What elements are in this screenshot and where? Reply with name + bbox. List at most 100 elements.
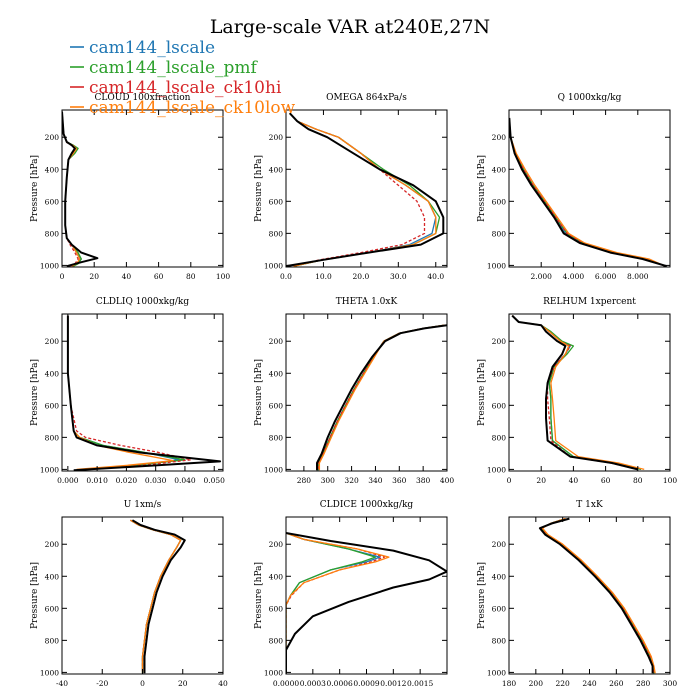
y-tick-label: 400	[492, 369, 507, 378]
panel-9: 180 200 220 240 260 280 300 200 400 600 800 1000 T 1…	[477, 500, 677, 688]
series-group	[509, 117, 668, 267]
panel-title: T 1xK	[576, 500, 603, 510]
x-tick-label: 0.000	[57, 476, 79, 485]
y-tick-label: 600	[492, 401, 507, 410]
panel-title: RELHUM 1xpercent	[543, 297, 636, 307]
y-tick-label: 600	[269, 604, 284, 613]
y-tick-label: 800	[45, 229, 60, 238]
legend-item: cam144_lscale_ck10hi	[70, 78, 282, 98]
series-group	[538, 517, 656, 674]
y-tick-label: 400	[45, 369, 60, 378]
plot-frame	[285, 313, 448, 472]
x-tick-label: 0.020	[116, 476, 138, 485]
legend-item: cam144_lscale_pmf	[70, 58, 259, 78]
x-tick-label: 20	[89, 272, 99, 281]
y-tick-label: 1000	[40, 465, 59, 474]
series-line-reference	[511, 314, 639, 471]
x-tick-label: 40	[122, 272, 132, 281]
y-tick-label: 400	[269, 165, 284, 174]
series-line-reference	[62, 111, 99, 267]
x-tick-label: -40	[56, 679, 68, 688]
x-tick-label: 60	[154, 272, 164, 281]
series-line-reference	[131, 519, 186, 674]
series-line-reference	[66, 315, 222, 471]
y-tick-label: 1000	[40, 261, 59, 270]
x-tick-label: 260	[609, 679, 624, 688]
y-tick-label: 800	[45, 433, 60, 442]
y-axis-label: Pressure [hPa]	[477, 359, 487, 426]
series-line-2	[286, 532, 377, 674]
panel-4: 0.000 0.010 0.020 0.030 0.040 0.050 200 400 600 8…	[30, 297, 225, 485]
plot-frame	[61, 313, 224, 472]
series-line-1	[511, 315, 642, 471]
plot-frame	[61, 109, 224, 268]
panel-title: CLDLIQ 1000xkg/kg	[96, 297, 190, 307]
legend-item: cam144_lscale	[70, 38, 215, 58]
x-tick-label: 80	[186, 272, 196, 281]
series-group	[316, 324, 447, 471]
y-tick-label: 200	[45, 540, 60, 549]
x-tick-label: 280	[636, 679, 651, 688]
y-tick-label: 600	[45, 197, 60, 206]
series-group	[66, 315, 222, 471]
x-tick-label: 6.000	[595, 272, 617, 281]
x-tick-label: 340	[368, 476, 383, 485]
x-tick-label: 0.0009	[353, 679, 379, 688]
x-tick-label: 2.000	[530, 272, 552, 281]
legend: cam144_lscalecam144_lscale_pmfcam144_lsc…	[70, 38, 296, 118]
legend-label: cam144_lscale_pmf	[89, 58, 259, 78]
x-tick-label: 0.0015	[407, 679, 433, 688]
panel-title: U 1xm/s	[124, 500, 162, 510]
panel-3: 2.000 4.000 6.000 8.000 200 400 600 800 1000 Q 10…	[477, 93, 671, 281]
series-line-4	[541, 517, 656, 674]
y-tick-label: 600	[45, 604, 60, 613]
x-tick-label: 0.0	[280, 272, 292, 281]
y-axis-label: Pressure [hPa]	[30, 359, 40, 426]
legend-label: cam144_lscale_ck10low	[89, 98, 296, 118]
x-tick-label: 100	[663, 476, 678, 485]
x-tick-label: 8.000	[627, 272, 649, 281]
x-tick-label: 80	[633, 476, 643, 485]
series-line-reference	[538, 517, 654, 674]
x-tick-label: 0	[60, 272, 65, 281]
x-tick-label: 40	[218, 679, 228, 688]
y-tick-label: 200	[45, 133, 60, 142]
y-tick-label: 400	[492, 165, 507, 174]
y-tick-label: 1000	[264, 465, 283, 474]
x-tick-label: 380	[416, 476, 431, 485]
x-tick-label: 400	[440, 476, 455, 485]
series-group	[62, 111, 99, 267]
plot-frame	[61, 516, 224, 675]
y-tick-label: 800	[492, 636, 507, 645]
series-line-reference	[286, 112, 445, 267]
plot-frame	[508, 313, 671, 472]
y-axis-label: Pressure [hPa]	[30, 155, 40, 222]
y-tick-label: 400	[269, 369, 284, 378]
y-tick-label: 800	[45, 636, 60, 645]
y-tick-label: 200	[269, 337, 284, 346]
y-tick-label: 800	[492, 433, 507, 442]
y-tick-label: 1000	[264, 261, 283, 270]
x-tick-label: 300	[321, 476, 336, 485]
x-tick-label: 320	[344, 476, 359, 485]
y-tick-label: 800	[269, 229, 284, 238]
series-line-4	[67, 315, 174, 471]
y-tick-label: 200	[492, 133, 507, 142]
series-group	[286, 112, 445, 267]
series-line-reference	[286, 532, 447, 674]
y-tick-label: 400	[45, 165, 60, 174]
x-tick-label: 0.0000	[273, 679, 299, 688]
series-line-2	[67, 315, 186, 471]
y-tick-label: 400	[45, 572, 60, 581]
panel-8: 0.0000 0.0003 0.0006 0.0009 0.0012 0.0015 200 4…	[254, 500, 448, 688]
x-tick-label: 0.0012	[380, 679, 406, 688]
y-tick-label: 600	[269, 197, 284, 206]
x-tick-label: 0.040	[174, 476, 196, 485]
y-tick-label: 1000	[487, 668, 506, 677]
y-axis-label: Pressure [hPa]	[477, 562, 487, 629]
series-group	[286, 532, 447, 674]
y-tick-label: 1000	[40, 668, 59, 677]
x-tick-label: 0	[140, 679, 145, 688]
panel-7: -40 -20 0 20 40 200 400 600 800 1000 U 1xm/s Pressu…	[30, 500, 228, 688]
